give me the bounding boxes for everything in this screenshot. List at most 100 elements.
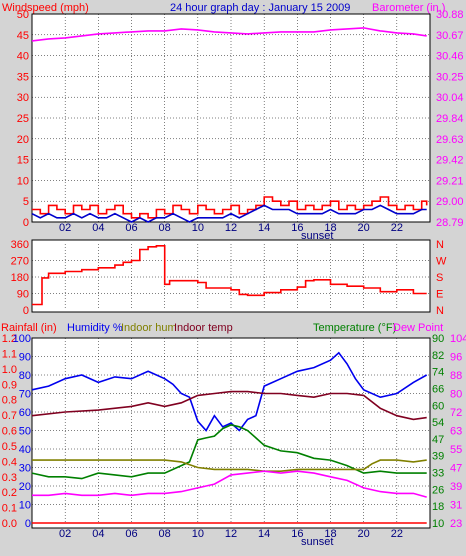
direction-y-tick: 90 xyxy=(17,289,29,301)
panel3-x-tick: 10 xyxy=(192,528,204,540)
dew_point-line xyxy=(32,470,427,498)
panel3-x-tick: 18 xyxy=(324,528,336,540)
direction-y-tick: 360 xyxy=(11,239,29,251)
rainfall-y-tick: 0.6 xyxy=(2,426,17,438)
indoor_temp-line xyxy=(31,390,427,421)
rainfall-y-tick: 0.4 xyxy=(2,456,17,468)
rainfall-y-tick: 0.9 xyxy=(2,379,17,391)
barometer-y-tick: 28.79 xyxy=(436,217,464,229)
compass-y-tick: N xyxy=(436,239,444,251)
direction-y-tick: 270 xyxy=(11,256,29,268)
panel1-sunset-label: sunset xyxy=(301,230,333,242)
windspeed-y-tick: 5 xyxy=(23,196,29,208)
barometer-y-tick: 30.46 xyxy=(436,51,464,63)
indoor-temp-title: Indoor temp xyxy=(174,322,233,334)
windspeed-y-tick: 35 xyxy=(17,71,29,83)
direction-y-tick: 180 xyxy=(11,272,29,284)
panel1-x-tick: 14 xyxy=(258,222,270,234)
panel-climate xyxy=(31,337,431,529)
windspeed-y-tick: 15 xyxy=(17,155,29,167)
humidity-y-tick: 50 xyxy=(19,426,31,438)
dew-point-y-tick: 80 xyxy=(450,389,462,401)
rainfall-y-tick: 0.7 xyxy=(2,410,17,422)
temperature-y-tick: 90 xyxy=(432,333,444,345)
compass-y-tick: S xyxy=(436,272,443,284)
barometer-line xyxy=(31,27,427,42)
direction-line xyxy=(32,245,427,306)
barometer-y-tick: 29.21 xyxy=(436,175,464,187)
temperature-y-tick: 74 xyxy=(432,367,444,379)
temperature-y-tick: 26 xyxy=(432,484,444,496)
barometer-y-tick: 30.25 xyxy=(436,71,464,83)
rainfall-y-tick: 1.0 xyxy=(2,364,17,376)
direction-y-tick: 0 xyxy=(23,305,29,317)
barometer-title: Barometer (in.) xyxy=(372,2,445,14)
panel3-x-tick: 16 xyxy=(291,528,303,540)
compass-y-tick: W xyxy=(436,256,447,268)
rainfall-y-tick: 0.2 xyxy=(2,487,17,499)
humidity-line xyxy=(31,351,428,432)
dew-point-y-tick: 55 xyxy=(450,444,462,456)
windspeed-y-tick: 20 xyxy=(17,134,29,146)
compass-y-tick: N xyxy=(436,305,444,317)
panel1-x-tick: 12 xyxy=(225,222,237,234)
humidity-y-tick: 100 xyxy=(13,333,31,345)
temperature-line xyxy=(31,424,427,480)
panel3-x-tick: 20 xyxy=(358,528,370,540)
temperature-y-tick: 18 xyxy=(432,501,444,513)
panel1-x-tick: 02 xyxy=(59,222,71,234)
rainfall-title: Rainfall (in) xyxy=(1,322,57,334)
wind-line xyxy=(31,204,427,223)
dew-point-y-tick: 47 xyxy=(450,463,462,475)
temperature-y-tick: 54 xyxy=(432,417,444,429)
temperature-y-tick: 10 xyxy=(432,518,444,530)
windspeed-y-tick: 45 xyxy=(17,30,29,42)
dew-point-y-tick: 88 xyxy=(450,370,462,382)
dew-point-y-tick: 39 xyxy=(450,481,462,493)
humidity-y-tick: 20 xyxy=(19,481,31,493)
rainfall-y-tick: 0.3 xyxy=(2,472,17,484)
rainfall-y-tick: 1.1 xyxy=(2,348,17,360)
panel3-x-tick: 04 xyxy=(92,528,104,540)
windspeed-y-tick: 30 xyxy=(17,92,29,104)
windspeed-y-tick: 0 xyxy=(23,217,29,229)
temperature-y-tick: 82 xyxy=(432,350,444,362)
rainfall-y-tick: 1.2 xyxy=(2,333,17,345)
panel3-x-tick: 14 xyxy=(258,528,270,540)
barometer-y-tick: 30.67 xyxy=(436,30,464,42)
panel1-x-tick: 16 xyxy=(291,222,303,234)
panel3-x-tick: 02 xyxy=(59,528,71,540)
windspeed-y-tick: 10 xyxy=(17,175,29,187)
humidity-y-tick: 40 xyxy=(19,444,31,456)
temperature-y-tick: 47 xyxy=(432,434,444,446)
rainfall-y-tick: 0.5 xyxy=(2,441,17,453)
windspeed-y-tick: 40 xyxy=(17,51,29,63)
temperature-y-tick: 66 xyxy=(432,383,444,395)
humidity-y-tick: 10 xyxy=(19,500,31,512)
dew-point-y-tick: 72 xyxy=(450,407,462,419)
temperature-title: Temperature (°F) xyxy=(313,322,396,334)
panel3-x-tick: 06 xyxy=(125,528,137,540)
rainfall-y-tick: 0.0 xyxy=(2,518,17,530)
temperature-y-tick: 39 xyxy=(432,451,444,463)
gust-line xyxy=(32,196,428,219)
humidity-y-tick: 80 xyxy=(19,370,31,382)
humidity-y-tick: 30 xyxy=(19,463,31,475)
barometer-y-tick: 30.88 xyxy=(436,9,464,21)
panel3-x-tick: 08 xyxy=(159,528,171,540)
temperature-y-tick: 60 xyxy=(432,400,444,412)
rainfall-y-tick: 0.1 xyxy=(2,503,17,515)
panel3-sunset-label: sunset xyxy=(301,536,333,548)
humidity-y-tick: 0 xyxy=(25,518,31,530)
dew-point-title: Dew Point xyxy=(393,322,443,334)
panel1-x-tick: 20 xyxy=(358,222,370,234)
indoor-hum-title: Indoor hum xyxy=(121,322,177,334)
temperature-y-tick: 33 xyxy=(432,468,444,480)
panel1-x-tick: 04 xyxy=(92,222,104,234)
dew-point-y-tick: 104 xyxy=(450,333,466,345)
windspeed-y-tick: 25 xyxy=(17,113,29,125)
humidity-y-tick: 70 xyxy=(19,389,31,401)
dew-point-y-tick: 31 xyxy=(450,500,462,512)
humidity-y-tick: 60 xyxy=(19,407,31,419)
dew-point-y-tick: 63 xyxy=(450,426,462,438)
